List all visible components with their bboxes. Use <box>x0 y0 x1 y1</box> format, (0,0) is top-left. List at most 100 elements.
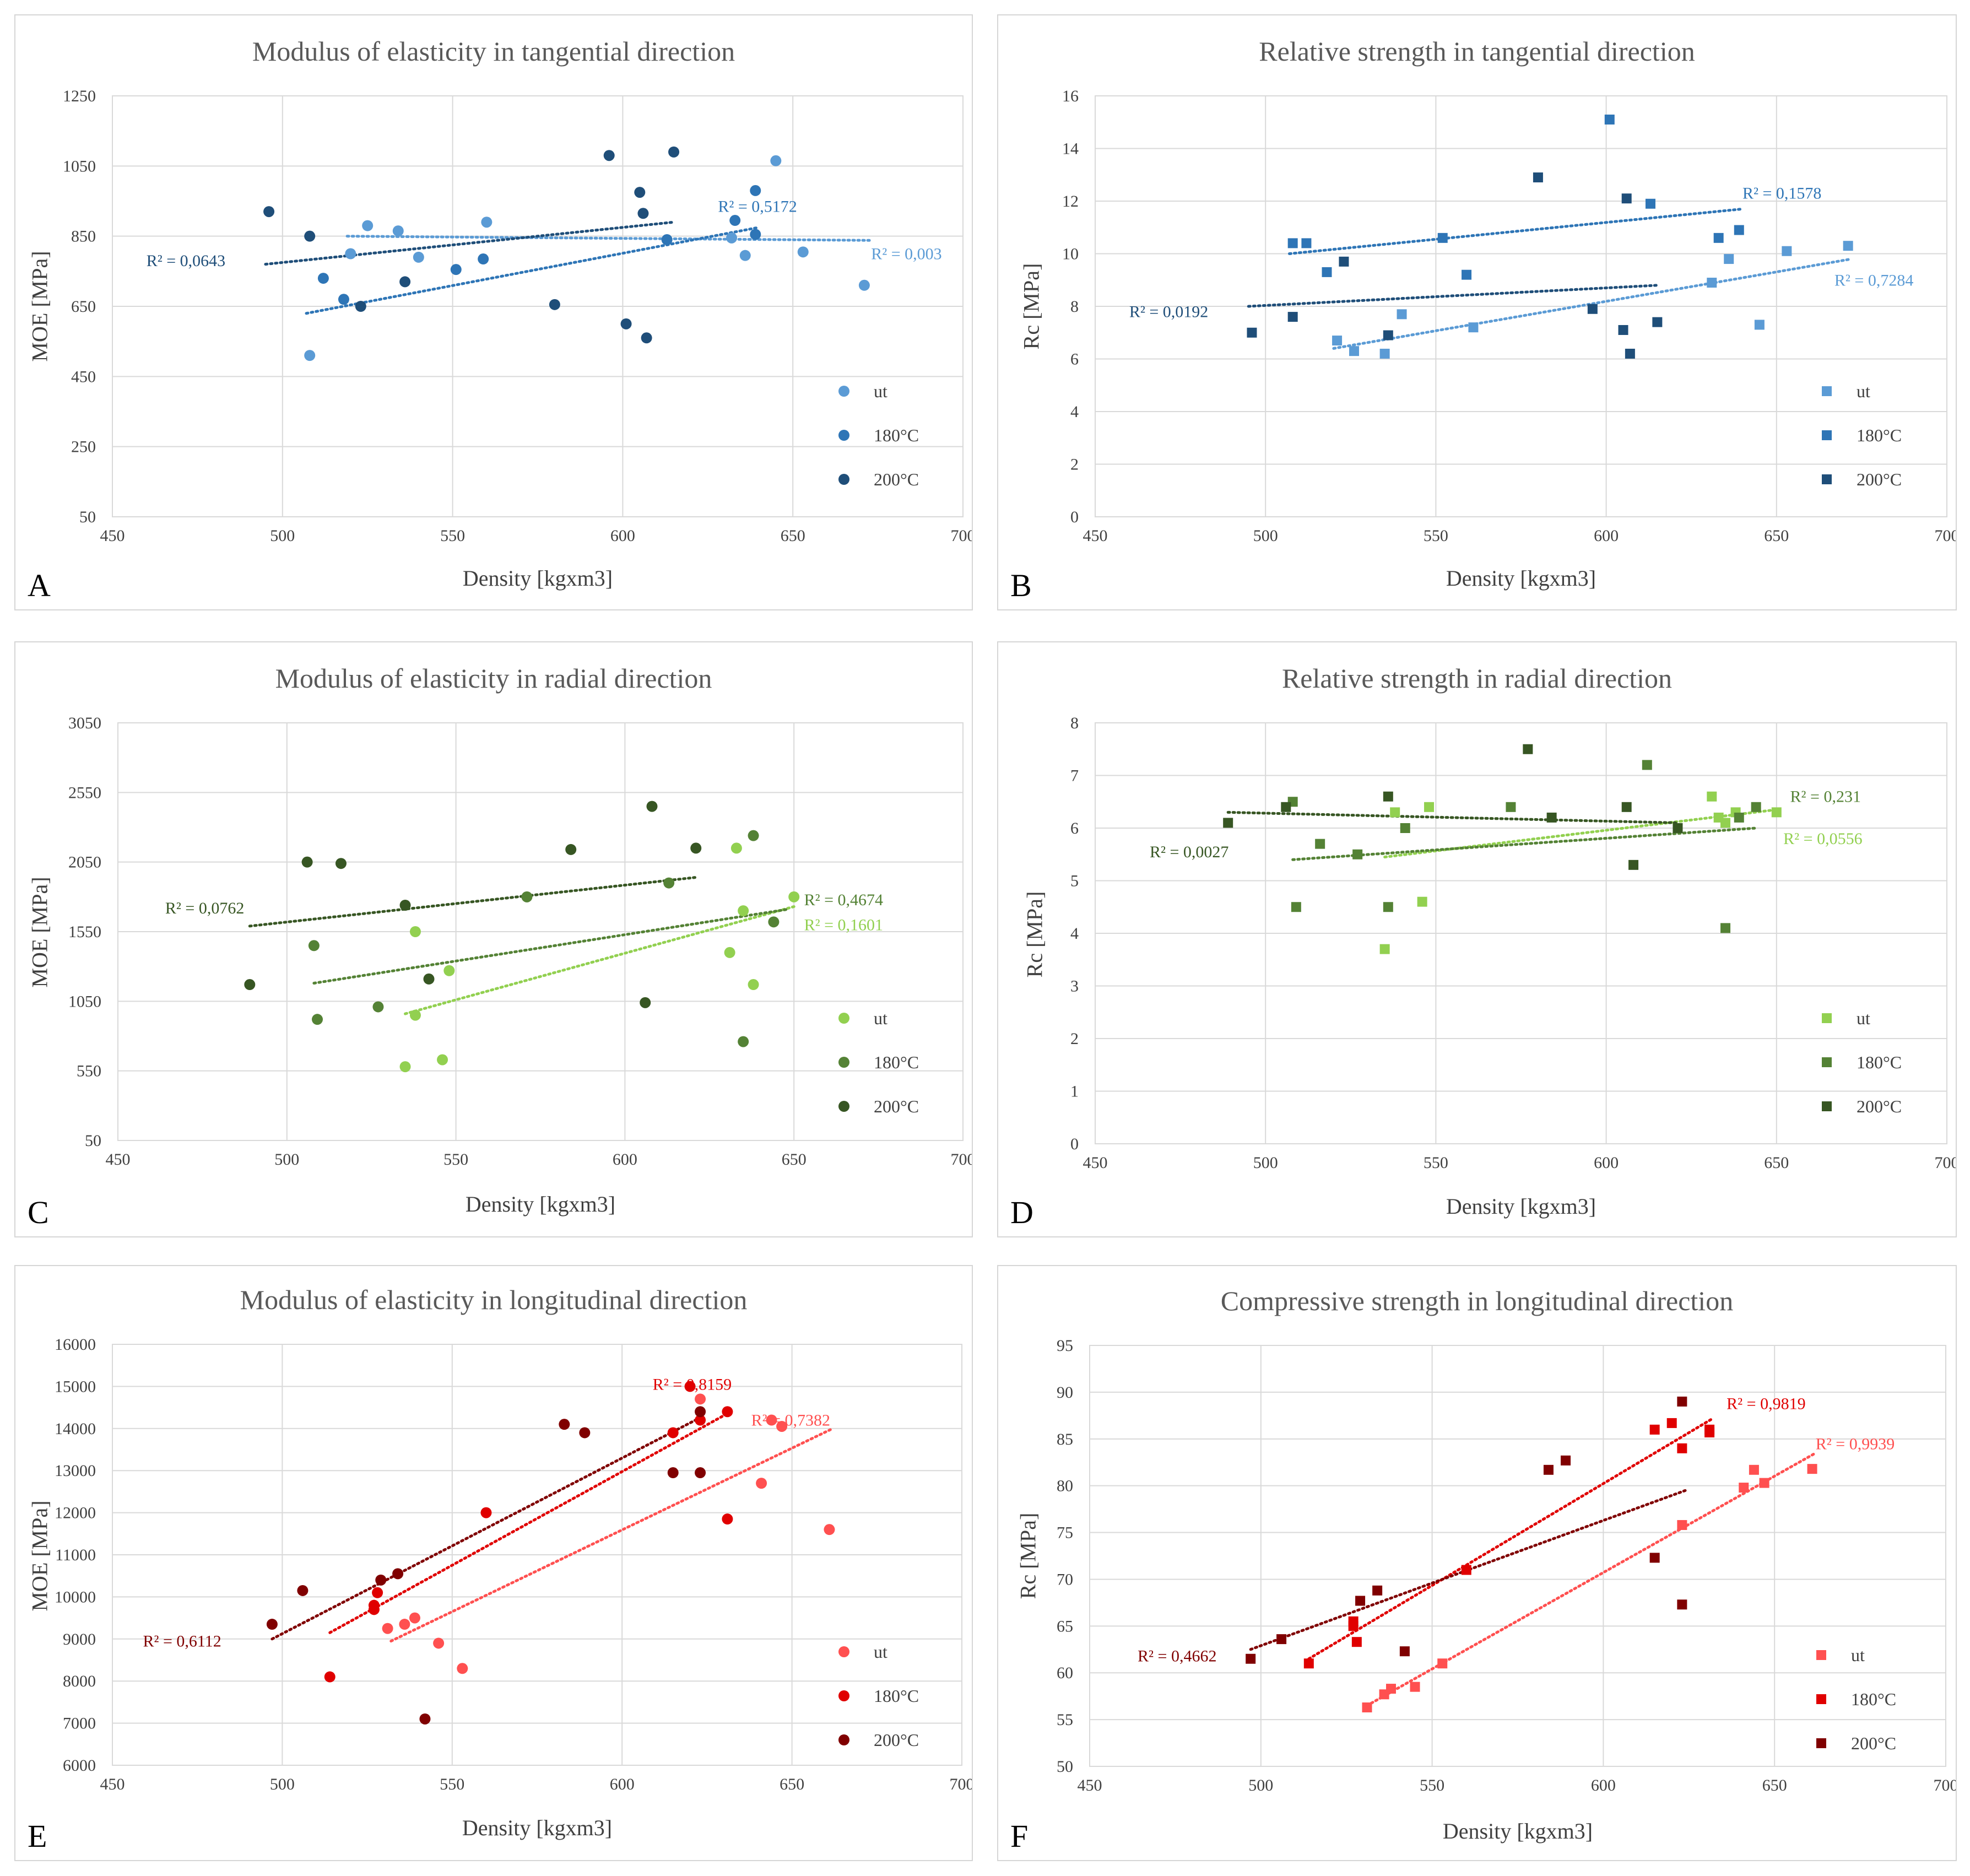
x-tick-label: 700 <box>1935 1154 1956 1172</box>
data-point <box>1322 267 1332 277</box>
data-point <box>335 858 347 869</box>
data-point <box>684 1381 696 1392</box>
trendline <box>345 235 873 242</box>
y-tick-label: 8 <box>1070 298 1079 316</box>
y-tick-label: 2 <box>1070 456 1079 474</box>
data-point <box>1543 1464 1554 1475</box>
data-point <box>1287 312 1298 322</box>
data-point <box>603 150 615 161</box>
data-point <box>1410 1682 1420 1692</box>
chart-panel-e: 450 500 550 600 650 700 6000 7000 8000 9000 10000 1… <box>14 1265 973 1861</box>
data-point <box>1618 325 1628 335</box>
y-axis-label: Rc [MPa] <box>1015 1512 1041 1599</box>
data-point <box>1649 1553 1660 1563</box>
trendline <box>1291 826 1758 861</box>
data-point <box>409 1612 420 1624</box>
panel-letter: F <box>1010 1818 1029 1854</box>
data-point <box>266 1619 278 1630</box>
data-point <box>1649 1424 1660 1435</box>
data-point <box>1397 309 1407 320</box>
data-point <box>1379 348 1390 359</box>
r-squared-label: R² = 0,0762 <box>165 899 244 917</box>
data-point <box>1587 304 1598 314</box>
x-axis-label: Density [kgxm3] <box>462 566 613 591</box>
data-point <box>1724 254 1734 264</box>
plot-area <box>112 1344 962 1766</box>
data-point <box>324 1671 335 1683</box>
data-point <box>1372 1585 1383 1596</box>
data-point <box>559 1419 570 1430</box>
data-point <box>1621 193 1632 204</box>
y-tick-label: 50 <box>1057 1758 1073 1776</box>
chart-title: Modulus of elasticity in tangential dire… <box>252 36 735 67</box>
data-point <box>1301 238 1312 248</box>
data-point <box>1561 1455 1571 1466</box>
y-tick-label: 75 <box>1057 1524 1073 1542</box>
y-tick-label: 850 <box>71 228 96 246</box>
y-tick-label: 50 <box>85 1132 101 1150</box>
data-point <box>481 217 492 228</box>
r-squared-label: R² = 0,9939 <box>1816 1435 1895 1453</box>
data-point <box>620 318 632 329</box>
chart-canvas-e: 450 500 550 600 650 700 6000 7000 8000 9000 10000 1… <box>55 1336 972 1793</box>
data-point <box>392 225 404 237</box>
data-point <box>1390 807 1400 818</box>
data-point <box>661 234 673 246</box>
data-point <box>338 294 349 305</box>
data-point <box>1437 1658 1448 1669</box>
y-tick-label: 14 <box>1062 140 1079 158</box>
legend-label: 180°C <box>874 1686 919 1706</box>
legend-label: ut <box>874 381 887 401</box>
data-point <box>1383 902 1393 912</box>
data-point <box>1223 818 1233 828</box>
data-point <box>695 1467 706 1479</box>
data-point <box>399 276 411 288</box>
legend-marker <box>1816 1694 1826 1704</box>
data-point <box>1782 246 1792 256</box>
x-tick-label: 500 <box>270 1775 295 1793</box>
y-axis-label: MOE [MPa] <box>27 251 52 362</box>
data-point <box>1355 1596 1366 1606</box>
data-point <box>478 253 489 265</box>
y-tick-label: 4 <box>1070 403 1079 421</box>
data-point <box>1383 791 1393 802</box>
data-point <box>1506 802 1516 812</box>
data-point <box>413 251 424 263</box>
trendline <box>312 908 789 985</box>
trendline <box>1332 257 1853 350</box>
data-point <box>641 332 652 344</box>
legend-label: ut <box>874 1642 887 1662</box>
x-tick-label: 650 <box>780 1775 804 1793</box>
data-point <box>1303 1658 1314 1669</box>
data-point <box>722 1513 733 1525</box>
data-point <box>1666 1418 1677 1428</box>
legend-label: ut <box>1851 1645 1865 1665</box>
trendline <box>1287 207 1744 255</box>
data-point <box>1677 1443 1687 1453</box>
legend-label: 180°C <box>1857 425 1902 445</box>
y-tick-label: 1050 <box>68 992 101 1010</box>
legend-marker <box>1816 1738 1826 1748</box>
y-tick-label: 250 <box>71 438 96 456</box>
data-point <box>419 1713 431 1724</box>
legend-label: 200°C <box>1857 1096 1902 1116</box>
data-point <box>1523 744 1533 754</box>
data-point <box>1652 317 1663 327</box>
data-point <box>1645 198 1655 209</box>
legend-label: 200°C <box>874 1096 919 1116</box>
y-tick-label: 3 <box>1070 977 1079 996</box>
y-tick-label: 2550 <box>68 783 101 802</box>
r-squared-label: R² = 0,4674 <box>804 891 883 909</box>
panel-letter: E <box>28 1818 47 1854</box>
data-point <box>1281 802 1291 812</box>
x-tick-label: 700 <box>951 1150 972 1169</box>
chart-canvas-a: 450 500 550 600 650 700 50 250 450 650 850 1050 1250… <box>63 87 972 545</box>
data-point <box>1417 896 1427 907</box>
chart-panel-b: 450 500 550 600 650 700 0 2 4 6 8 10 12 14 16 R² = 0,72… <box>997 14 1957 610</box>
data-point <box>858 279 870 291</box>
data-point <box>646 801 658 812</box>
data-point <box>1462 269 1472 280</box>
r-squared-label: R² = 0,0192 <box>1129 303 1208 321</box>
r-squared-label: R² = 0,0643 <box>147 252 225 270</box>
legend-label: 180°C <box>874 1052 919 1072</box>
